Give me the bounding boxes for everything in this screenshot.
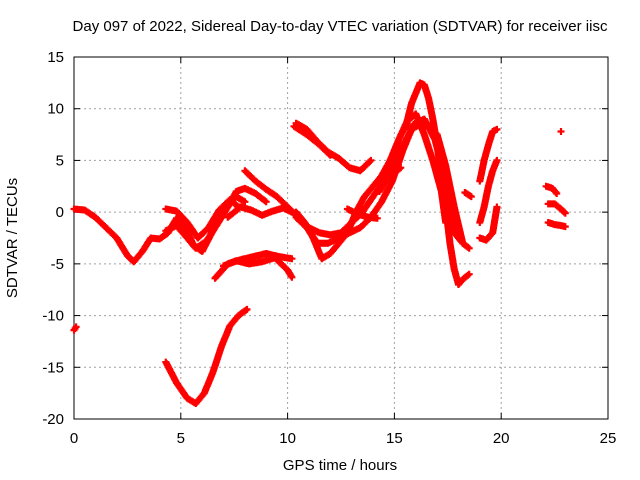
data-point-marker <box>561 223 569 231</box>
data-point-marker <box>241 198 249 206</box>
data-point-marker <box>373 214 381 222</box>
x-tick-label: 10 <box>279 430 296 447</box>
data-point-marker <box>493 203 501 211</box>
x-tick-label: 0 <box>70 430 78 447</box>
plot-frame <box>73 56 609 420</box>
y-tick-label: -15 <box>42 359 64 376</box>
y-tick-label: 15 <box>47 49 64 66</box>
data-point-marker <box>467 193 475 201</box>
data-point-marker <box>553 190 561 197</box>
x-tick-label: 20 <box>493 430 510 447</box>
x-tick-label: 15 <box>386 430 403 447</box>
data-point-marker <box>366 158 374 166</box>
y-tick-label: -10 <box>42 308 64 325</box>
data-point-marker <box>243 305 251 313</box>
data-points <box>70 79 569 407</box>
data-point-marker <box>367 156 375 164</box>
data-point-marker <box>288 273 296 281</box>
data-point-marker <box>72 323 80 331</box>
data-point-marker <box>493 125 501 133</box>
data-point-marker <box>465 270 473 278</box>
y-tick-label: 5 <box>56 152 64 169</box>
x-tick-label: 25 <box>600 430 617 447</box>
y-tick-label: 10 <box>47 101 64 118</box>
data-point-marker <box>557 128 565 135</box>
data-point-marker <box>288 255 296 263</box>
data-point-marker <box>397 164 405 172</box>
y-tick-label: -20 <box>42 411 64 428</box>
data-point-marker <box>465 244 473 252</box>
axis-ticks: 0 5 10 15 20 25 -20 -15 -10 -5 0 5 10 15 <box>42 49 616 447</box>
y-tick-label: -5 <box>51 256 64 273</box>
x-axis-label: GPS time / hours <box>283 457 397 474</box>
x-tick-label: 5 <box>177 430 185 447</box>
data-point-marker <box>325 150 333 158</box>
y-tick-label: 0 <box>56 204 64 221</box>
data-point-marker <box>262 198 270 206</box>
data-point-marker <box>561 209 569 217</box>
y-axis-label: SDTVAR / TECUs <box>4 178 21 298</box>
chart-title: Day 097 of 2022, Sidereal Day-to-day VTE… <box>73 18 608 35</box>
data-point-marker <box>493 156 501 164</box>
data-point-marker <box>326 151 334 159</box>
